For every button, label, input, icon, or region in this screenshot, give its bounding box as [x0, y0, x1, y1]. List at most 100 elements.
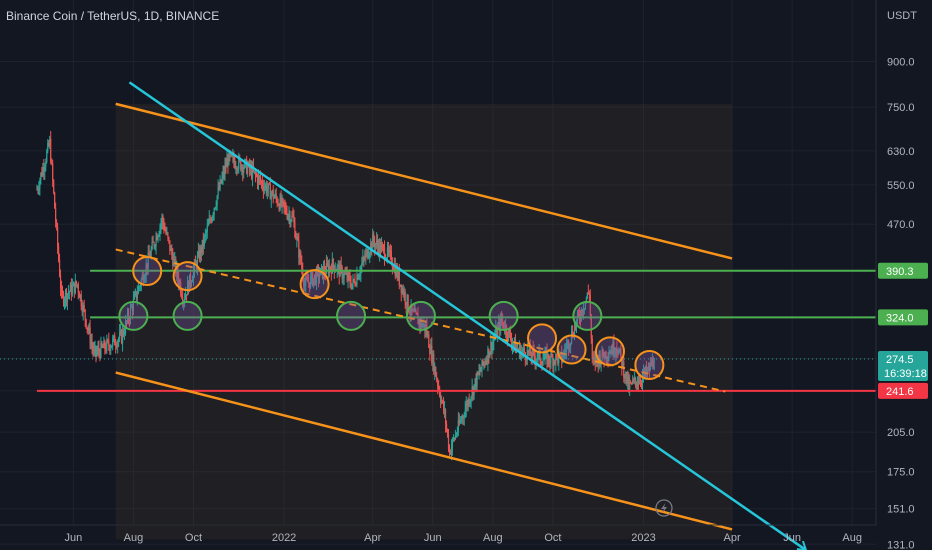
candle-body	[420, 320, 422, 326]
candle-body	[263, 187, 265, 191]
candle-body	[86, 327, 88, 329]
candle-body	[619, 348, 621, 351]
candle-body	[377, 245, 380, 254]
candle-body	[502, 320, 504, 323]
candle-body	[530, 355, 532, 359]
candle-body	[79, 294, 81, 298]
candle-body	[423, 323, 425, 326]
orange-circle-marker	[132, 255, 163, 286]
channel-lower-line[interactable]	[115, 371, 733, 531]
candle-body	[139, 286, 141, 287]
candle-body	[114, 335, 116, 346]
candle-body	[74, 280, 76, 294]
candle-body	[316, 268, 319, 270]
candle-body	[83, 305, 85, 310]
candle-body	[436, 376, 438, 381]
candle-body	[214, 207, 216, 209]
candle-body	[347, 273, 349, 281]
candle-body	[88, 327, 90, 331]
time-axis[interactable]: Jun Aug Oct 2022 Apr Jun Aug Oct 2023 Apr Jun Aug	[64, 532, 862, 544]
candle-body	[533, 349, 535, 357]
candle-body	[94, 346, 96, 350]
candle-body	[115, 345, 117, 347]
candle-body	[487, 348, 489, 363]
candle-body	[116, 346, 118, 347]
time-tick-label: Aug	[124, 532, 144, 544]
candle-body	[412, 310, 414, 312]
candle-body	[105, 348, 107, 351]
candle-body	[271, 190, 273, 194]
candle-body	[647, 365, 649, 370]
green-circle-marker	[405, 300, 436, 331]
candle-body	[303, 278, 305, 287]
candle-body	[127, 312, 130, 320]
candle-body	[626, 371, 628, 384]
channel-mid-line[interactable]	[115, 248, 726, 393]
candle-body	[304, 284, 306, 287]
candle-body	[288, 214, 290, 216]
candle-body	[107, 339, 109, 341]
candle-body	[568, 341, 570, 349]
candle-body	[377, 240, 379, 246]
candle-body	[630, 382, 632, 383]
candle-body	[164, 229, 166, 231]
trend-line[interactable]	[128, 81, 807, 550]
candle-body	[77, 284, 79, 293]
candle-body	[75, 280, 77, 286]
candle-body	[607, 357, 609, 359]
candle-body	[160, 222, 162, 227]
candle-body	[496, 328, 498, 337]
orange-circle-marker	[527, 323, 558, 354]
candle-body	[199, 247, 201, 260]
candle-body	[569, 346, 571, 349]
candle-body	[296, 237, 298, 239]
candle-body	[618, 350, 620, 355]
candle-body	[469, 400, 471, 405]
candle-body	[204, 233, 206, 236]
candle-body	[242, 166, 244, 173]
candle-body	[293, 216, 295, 223]
candle-body	[151, 241, 153, 250]
candle-body	[625, 371, 627, 378]
candle-body	[121, 330, 123, 344]
candle-body	[455, 434, 457, 436]
candle-body	[181, 293, 183, 298]
candle-body	[47, 142, 49, 152]
candle-body	[500, 317, 502, 331]
candle-body	[400, 284, 402, 293]
candle-body	[615, 349, 617, 354]
candle-body	[262, 186, 264, 191]
candle-body	[551, 353, 553, 357]
candle-body	[69, 284, 72, 292]
price-tag	[878, 262, 928, 279]
candle-body	[359, 273, 361, 276]
candle-body	[113, 335, 115, 339]
candle-body	[614, 353, 616, 355]
candle-body	[508, 329, 511, 333]
candle-body	[554, 360, 556, 364]
candle-body	[186, 281, 189, 296]
candle-body	[90, 341, 92, 344]
candle-body	[549, 361, 551, 364]
candle-body	[305, 277, 307, 285]
price-axis[interactable]: 900.0750.0630.0550.0470.0390.0325.0275.0…	[887, 57, 915, 550]
candle-body	[255, 174, 258, 176]
candle-body	[376, 240, 378, 244]
candle-body	[118, 338, 120, 342]
green-circle-marker	[488, 300, 519, 331]
candle-body	[587, 292, 589, 294]
candle-body	[209, 218, 211, 221]
candle-body	[188, 274, 191, 292]
candle-body	[449, 450, 452, 454]
candle-body	[546, 351, 548, 365]
candle-body	[224, 165, 226, 175]
candle-body	[444, 409, 447, 424]
lightning-icon[interactable]	[655, 499, 673, 517]
candle-body	[416, 313, 418, 315]
candle-body	[620, 348, 622, 357]
candle-body	[121, 330, 124, 344]
channel-upper-line[interactable]	[115, 102, 733, 260]
candle-body	[540, 361, 542, 364]
candle-body	[488, 348, 490, 358]
